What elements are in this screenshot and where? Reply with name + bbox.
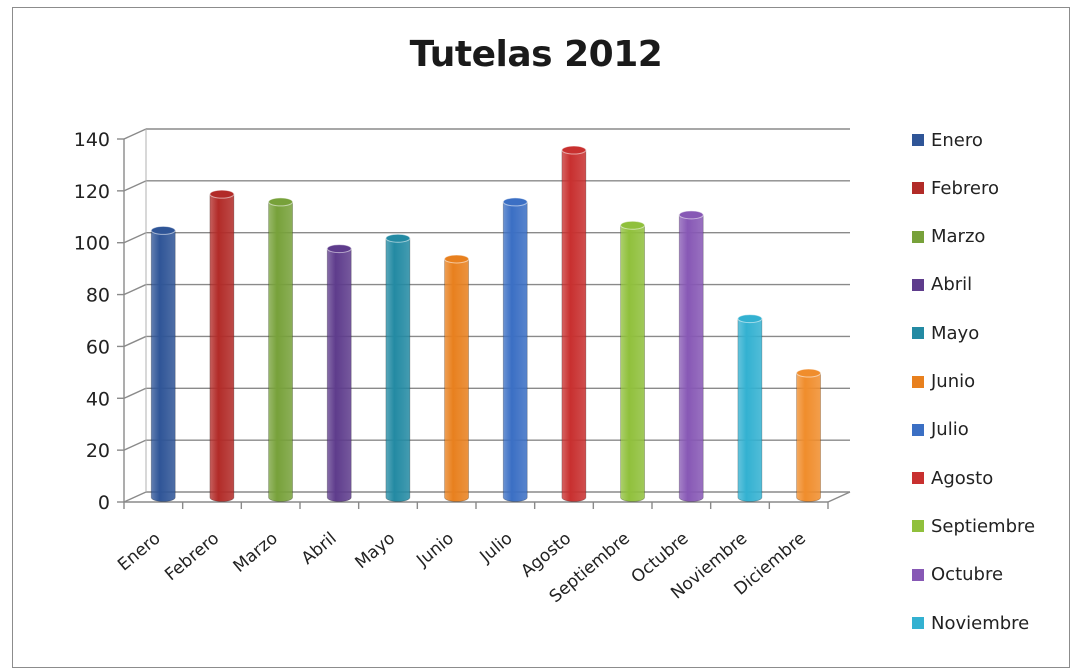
y-tick-label: 40 xyxy=(86,388,110,410)
legend-label: Febrero xyxy=(931,177,999,199)
legend-item: Junio xyxy=(912,370,975,394)
x-tick-label: Mayo xyxy=(351,529,399,574)
legend-item: Octubre xyxy=(912,563,1003,587)
legend-item: Enero xyxy=(912,128,983,152)
bar-febrero xyxy=(209,189,235,502)
x-tick-label: Marzo xyxy=(230,529,282,577)
legend-swatch xyxy=(912,568,924,581)
x-tick-label: Enero xyxy=(114,529,164,576)
axes xyxy=(123,129,851,509)
gridline xyxy=(117,439,850,451)
legend-swatch xyxy=(912,375,924,388)
legend-swatch xyxy=(912,617,924,629)
y-tick-label: 100 xyxy=(74,233,110,255)
bar-junio xyxy=(444,254,470,502)
legend-item: Septiembre xyxy=(912,514,1035,538)
legend-label: Abril xyxy=(931,274,973,296)
chart-frame xyxy=(12,7,1070,668)
legend-item: Julio xyxy=(912,418,969,442)
legend-item: Febrero xyxy=(912,176,999,200)
y-tick-label: 140 xyxy=(74,129,110,151)
legend-label: Mayo xyxy=(931,322,980,344)
y-tick-label: 0 xyxy=(98,492,110,514)
bar-abril xyxy=(326,244,352,502)
legend-swatch xyxy=(912,423,924,436)
legend-swatch xyxy=(912,230,924,243)
bar-enero xyxy=(150,225,176,502)
gridline xyxy=(117,180,850,192)
x-tick-label: Junio xyxy=(412,529,458,572)
gridline xyxy=(117,491,850,503)
legend-label: Octubre xyxy=(931,564,1004,586)
y-tick-label: 120 xyxy=(74,181,110,203)
gridline xyxy=(117,387,850,399)
legend-item: Marzo xyxy=(912,225,985,249)
bar-diciembre xyxy=(796,368,822,502)
bar-julio xyxy=(502,197,528,502)
gridline xyxy=(117,232,850,244)
legend-label: Junio xyxy=(931,371,976,392)
legend-swatch xyxy=(912,520,924,533)
bar-mayo xyxy=(385,233,411,502)
bar-marzo xyxy=(268,197,294,502)
legend-swatch xyxy=(912,182,924,195)
x-tick-label: Febrero xyxy=(161,529,223,586)
legend-label: Agosto xyxy=(931,467,994,489)
bar-septiembre xyxy=(620,220,646,502)
x-tick-label: Abril xyxy=(298,529,341,569)
legend-swatch xyxy=(912,278,924,291)
chart-title: Tutelas 2012 xyxy=(409,34,663,75)
grid-lines xyxy=(117,128,850,503)
y-tick-label: 60 xyxy=(86,336,110,358)
legend-label: Marzo xyxy=(931,226,986,248)
legend-label: Septiembre xyxy=(931,515,1036,537)
x-tick-label: Julio xyxy=(476,529,517,568)
legend-label: Enero xyxy=(931,129,983,151)
legend-label: Noviembre xyxy=(931,612,1030,634)
legend-swatch xyxy=(912,472,924,485)
legend-swatch xyxy=(912,134,924,146)
legend-item: Abril xyxy=(912,273,972,297)
legend-item: Noviembre xyxy=(912,611,1029,635)
legend-item: Mayo xyxy=(912,321,979,345)
legend-item: Agosto xyxy=(912,466,993,490)
bars xyxy=(150,145,822,502)
gridline xyxy=(117,128,850,140)
bar-octubre xyxy=(678,210,704,502)
y-tick-label: 20 xyxy=(86,440,110,462)
bar-agosto xyxy=(561,145,587,502)
legend-swatch xyxy=(912,327,924,340)
gridline xyxy=(117,335,850,348)
bar-noviembre xyxy=(737,314,763,502)
legend-label: Julio xyxy=(931,419,969,441)
y-tick-label: 80 xyxy=(86,285,110,307)
gridline xyxy=(117,283,850,296)
y-tick-labels: 0 20 40 60 80 100 120 140 xyxy=(74,129,110,514)
